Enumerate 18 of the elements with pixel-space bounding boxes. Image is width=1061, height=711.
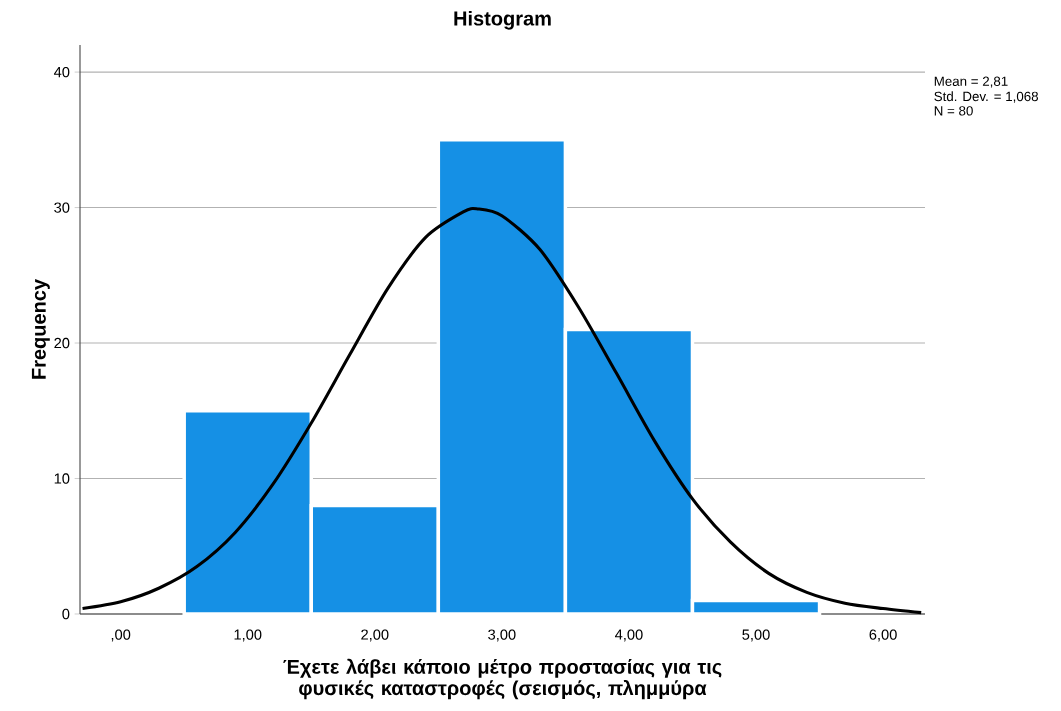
- x-tick-label: 4,00: [615, 629, 643, 642]
- x-tick-label: 5,00: [742, 629, 770, 642]
- x-tick-label: 3,00: [488, 629, 516, 642]
- x-tick-label: 6,00: [869, 629, 897, 642]
- y-tick-label: 30: [54, 202, 70, 213]
- x-tick-label: 2,00: [361, 629, 389, 642]
- text: Mean = 2,81: [934, 76, 1008, 88]
- text: N = 80: [934, 106, 973, 116]
- y-tick-label: 40: [53, 66, 70, 78]
- y-axis-title: Frequency: [31, 279, 50, 379]
- x-axis-title: Έχετε λάβει κάποιο μέτρο προστασίας για τις φυσικές καταστροφές (σεισμός, πλημμύρα: [283, 658, 722, 700]
- text: Std. Dev. = 1,068: [934, 91, 1039, 103]
- x-tick-label: 1,00: [234, 629, 262, 642]
- x-tick-label: ,00: [111, 629, 131, 642]
- chart-title: Histogram: [454, 10, 551, 30]
- y-tick-label: 0: [62, 608, 70, 620]
- y-tick-label: 20: [54, 337, 70, 349]
- y-tick-label: 10: [54, 473, 70, 484]
